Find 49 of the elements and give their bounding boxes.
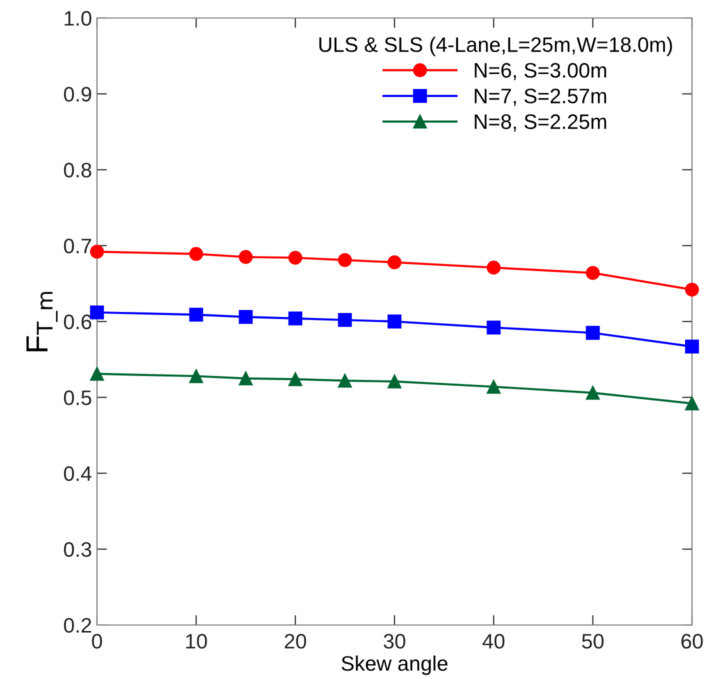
point	[685, 340, 699, 354]
point	[388, 374, 402, 388]
x-axis-title: Skew angle	[342, 656, 448, 675]
x-tick-label: 50	[582, 634, 604, 649]
point	[189, 369, 204, 384]
point	[90, 244, 104, 259]
y-tick-label: 0.3	[64, 542, 92, 557]
point	[238, 250, 253, 264]
point	[288, 372, 302, 386]
point	[189, 308, 204, 322]
legend-label: N=7, S=2.57m	[474, 88, 606, 106]
x-tick-label: 20	[284, 634, 306, 649]
legend-label: N=6, S=3.00m	[474, 62, 606, 80]
y-tick-label: 0.5	[64, 390, 92, 406]
point	[486, 380, 501, 394]
point	[685, 396, 699, 410]
point	[238, 310, 253, 324]
point	[388, 314, 402, 328]
y-tick-label: 0.9	[64, 86, 92, 102]
y-tick-label: 0.6	[64, 314, 92, 330]
point	[388, 255, 402, 270]
point	[486, 260, 501, 275]
point	[586, 326, 600, 340]
point	[685, 282, 699, 297]
y-tick-label: 0.2	[64, 618, 92, 633]
x-tick-label: 30	[384, 634, 406, 649]
point	[338, 374, 352, 388]
x-tick-label: 60	[681, 634, 703, 649]
point	[586, 266, 600, 280]
point	[338, 313, 352, 327]
point	[586, 386, 600, 400]
point	[90, 305, 104, 320]
point	[288, 250, 302, 265]
y-tick-label: 0.7	[64, 238, 92, 254]
y-tick-label: 1.0	[64, 11, 92, 26]
x-tick-label: 0	[92, 634, 102, 649]
point	[486, 320, 501, 335]
point	[288, 312, 302, 326]
x-tick-label: 10	[186, 634, 207, 649]
y-tick-label: 0.4	[64, 466, 92, 482]
y-tick-label: 0.8	[64, 162, 92, 178]
point	[189, 247, 204, 261]
point	[238, 371, 253, 386]
x-tick-label: 40	[482, 634, 504, 649]
legend-label: N=8, S=2.25m	[474, 114, 606, 132]
y-axis-title: F$_{T_m}$	[26, 292, 58, 352]
point	[90, 366, 104, 381]
point	[338, 253, 352, 267]
legend-title: ULS & SLS (4-Lane,L=25m,W=18.0m)	[319, 36, 672, 56]
